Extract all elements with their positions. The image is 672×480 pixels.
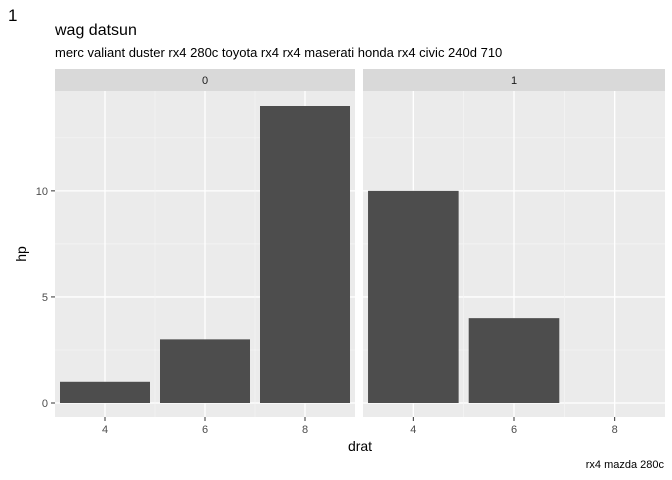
x-tick-label: 6: [511, 424, 517, 436]
bar: [260, 106, 350, 403]
y-tick-label: 5: [42, 292, 48, 304]
y-tick-label: 0: [42, 398, 48, 410]
bar: [160, 339, 250, 403]
x-tick-label: 8: [302, 424, 308, 436]
chart-caption: rx4 mazda 280c: [585, 459, 664, 471]
chart-subtitle: merc valiant duster rx4 280c toyota rx4 …: [55, 45, 503, 60]
facet-strip: [363, 69, 665, 91]
figure-tag: 1: [8, 6, 18, 25]
x-tick-label: 4: [102, 424, 108, 436]
x-tick-label: 4: [410, 424, 416, 436]
facet-strip: [55, 69, 355, 91]
y-tick-label: 10: [36, 186, 48, 198]
facet-strip-label: 0: [202, 75, 208, 87]
y-axis-title: hp: [13, 246, 29, 262]
x-tick-label: 6: [202, 424, 208, 436]
chart-title: wag datsun: [55, 22, 137, 39]
bar: [368, 190, 459, 403]
x-tick-label: 8: [612, 424, 618, 436]
x-axis-title: drat: [348, 438, 372, 454]
facet-strip-label: 1: [511, 75, 517, 87]
bar: [468, 318, 560, 403]
bar: [60, 381, 150, 403]
